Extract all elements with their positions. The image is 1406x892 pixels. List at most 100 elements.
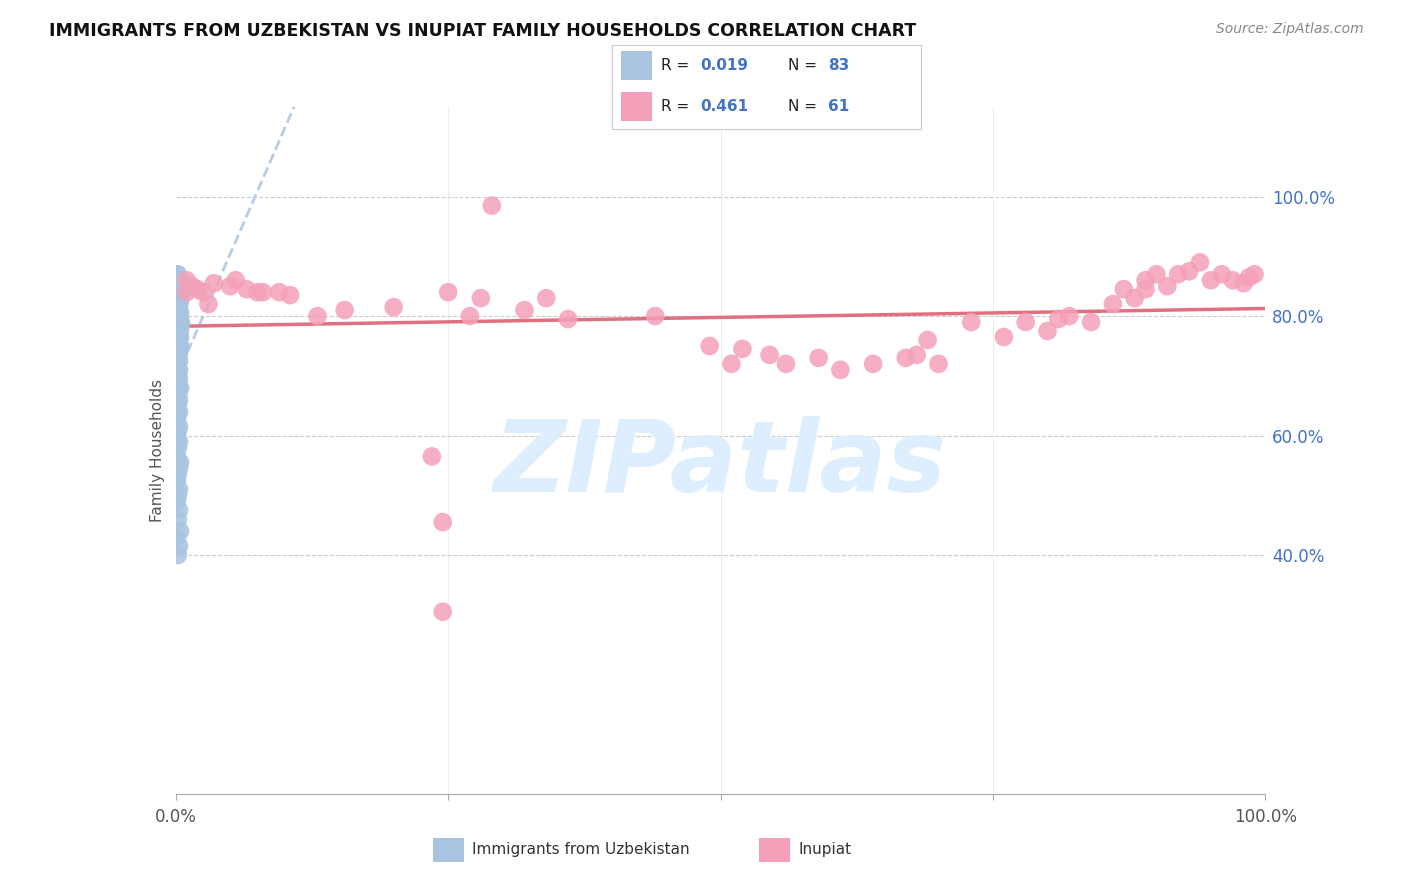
Bar (621, 92, 652, 120)
Point (1015, 315, 1038, 329)
Point (894, 351, 917, 365)
Point (166, 375, 188, 389)
Point (758, 348, 780, 362)
Point (167, 467, 190, 482)
Point (169, 322, 191, 336)
Point (166, 351, 188, 365)
Point (905, 348, 928, 362)
Point (167, 324, 190, 338)
Point (167, 377, 190, 392)
Text: 0.019: 0.019 (700, 58, 748, 73)
Point (167, 386, 190, 401)
Point (166, 359, 188, 374)
Point (191, 285, 214, 300)
Point (167, 326, 190, 340)
Point (167, 366, 190, 380)
Point (167, 335, 190, 350)
Point (167, 303, 190, 318)
Point (1189, 255, 1212, 269)
Text: R =: R = (661, 99, 695, 114)
Point (1144, 267, 1167, 281)
Point (167, 384, 190, 398)
Point (169, 339, 191, 353)
Point (720, 357, 742, 371)
Point (176, 285, 198, 300)
Point (1167, 267, 1189, 281)
Point (432, 605, 454, 619)
Text: Source: ZipAtlas.com: Source: ZipAtlas.com (1216, 22, 1364, 37)
Point (170, 282, 193, 296)
Point (169, 294, 191, 309)
Point (731, 342, 754, 356)
Point (420, 450, 443, 464)
Point (534, 291, 557, 305)
Point (470, 291, 492, 305)
Point (1135, 273, 1157, 287)
Point (1080, 315, 1102, 329)
Point (167, 306, 190, 320)
Point (165, 267, 187, 281)
Point (917, 333, 939, 347)
Point (167, 300, 190, 314)
Point (167, 424, 190, 438)
Point (1237, 270, 1260, 285)
Point (1123, 291, 1146, 305)
Point (169, 381, 191, 395)
Point (167, 372, 190, 386)
Bar (433, 838, 464, 862)
Point (167, 461, 190, 475)
Bar (759, 838, 790, 862)
Point (167, 319, 190, 334)
Point (382, 300, 405, 314)
Point (166, 390, 188, 404)
Point (167, 288, 190, 302)
Point (219, 279, 242, 293)
Point (167, 285, 190, 300)
Point (166, 279, 188, 293)
Point (166, 414, 188, 428)
Point (167, 309, 190, 323)
Point (166, 494, 188, 508)
Point (167, 297, 190, 311)
Point (432, 515, 454, 529)
Text: 0.461: 0.461 (700, 99, 748, 114)
Point (167, 512, 190, 526)
Point (1199, 273, 1222, 287)
Text: Inupiat: Inupiat (799, 842, 852, 857)
Point (333, 303, 356, 318)
Point (167, 503, 190, 517)
Point (1112, 282, 1135, 296)
Point (167, 315, 190, 329)
Point (1036, 324, 1059, 338)
Point (166, 530, 188, 544)
Point (169, 455, 191, 469)
Point (225, 273, 247, 287)
Point (1047, 312, 1070, 326)
Point (167, 395, 190, 409)
Point (167, 342, 190, 356)
Point (166, 291, 188, 305)
Point (437, 285, 460, 300)
Point (169, 306, 191, 320)
Point (513, 303, 536, 318)
Point (167, 404, 190, 418)
Point (699, 339, 721, 353)
Point (167, 488, 190, 502)
Y-axis label: Family Households: Family Households (149, 379, 165, 522)
Point (166, 340, 188, 354)
Text: IMMIGRANTS FROM UZBEKISTAN VS INUPIAT FAMILY HOUSEHOLDS CORRELATION CHART: IMMIGRANTS FROM UZBEKISTAN VS INUPIAT FA… (49, 22, 917, 40)
Point (167, 313, 190, 327)
Point (167, 548, 190, 562)
Point (278, 288, 301, 302)
Point (166, 399, 188, 413)
Point (167, 434, 190, 449)
Text: N =: N = (787, 99, 821, 114)
Point (167, 483, 190, 497)
Point (1057, 309, 1080, 323)
Text: R =: R = (661, 58, 695, 73)
Point (167, 337, 190, 351)
Point (167, 354, 190, 368)
Point (993, 330, 1015, 344)
Point (169, 330, 191, 344)
Point (176, 273, 198, 287)
